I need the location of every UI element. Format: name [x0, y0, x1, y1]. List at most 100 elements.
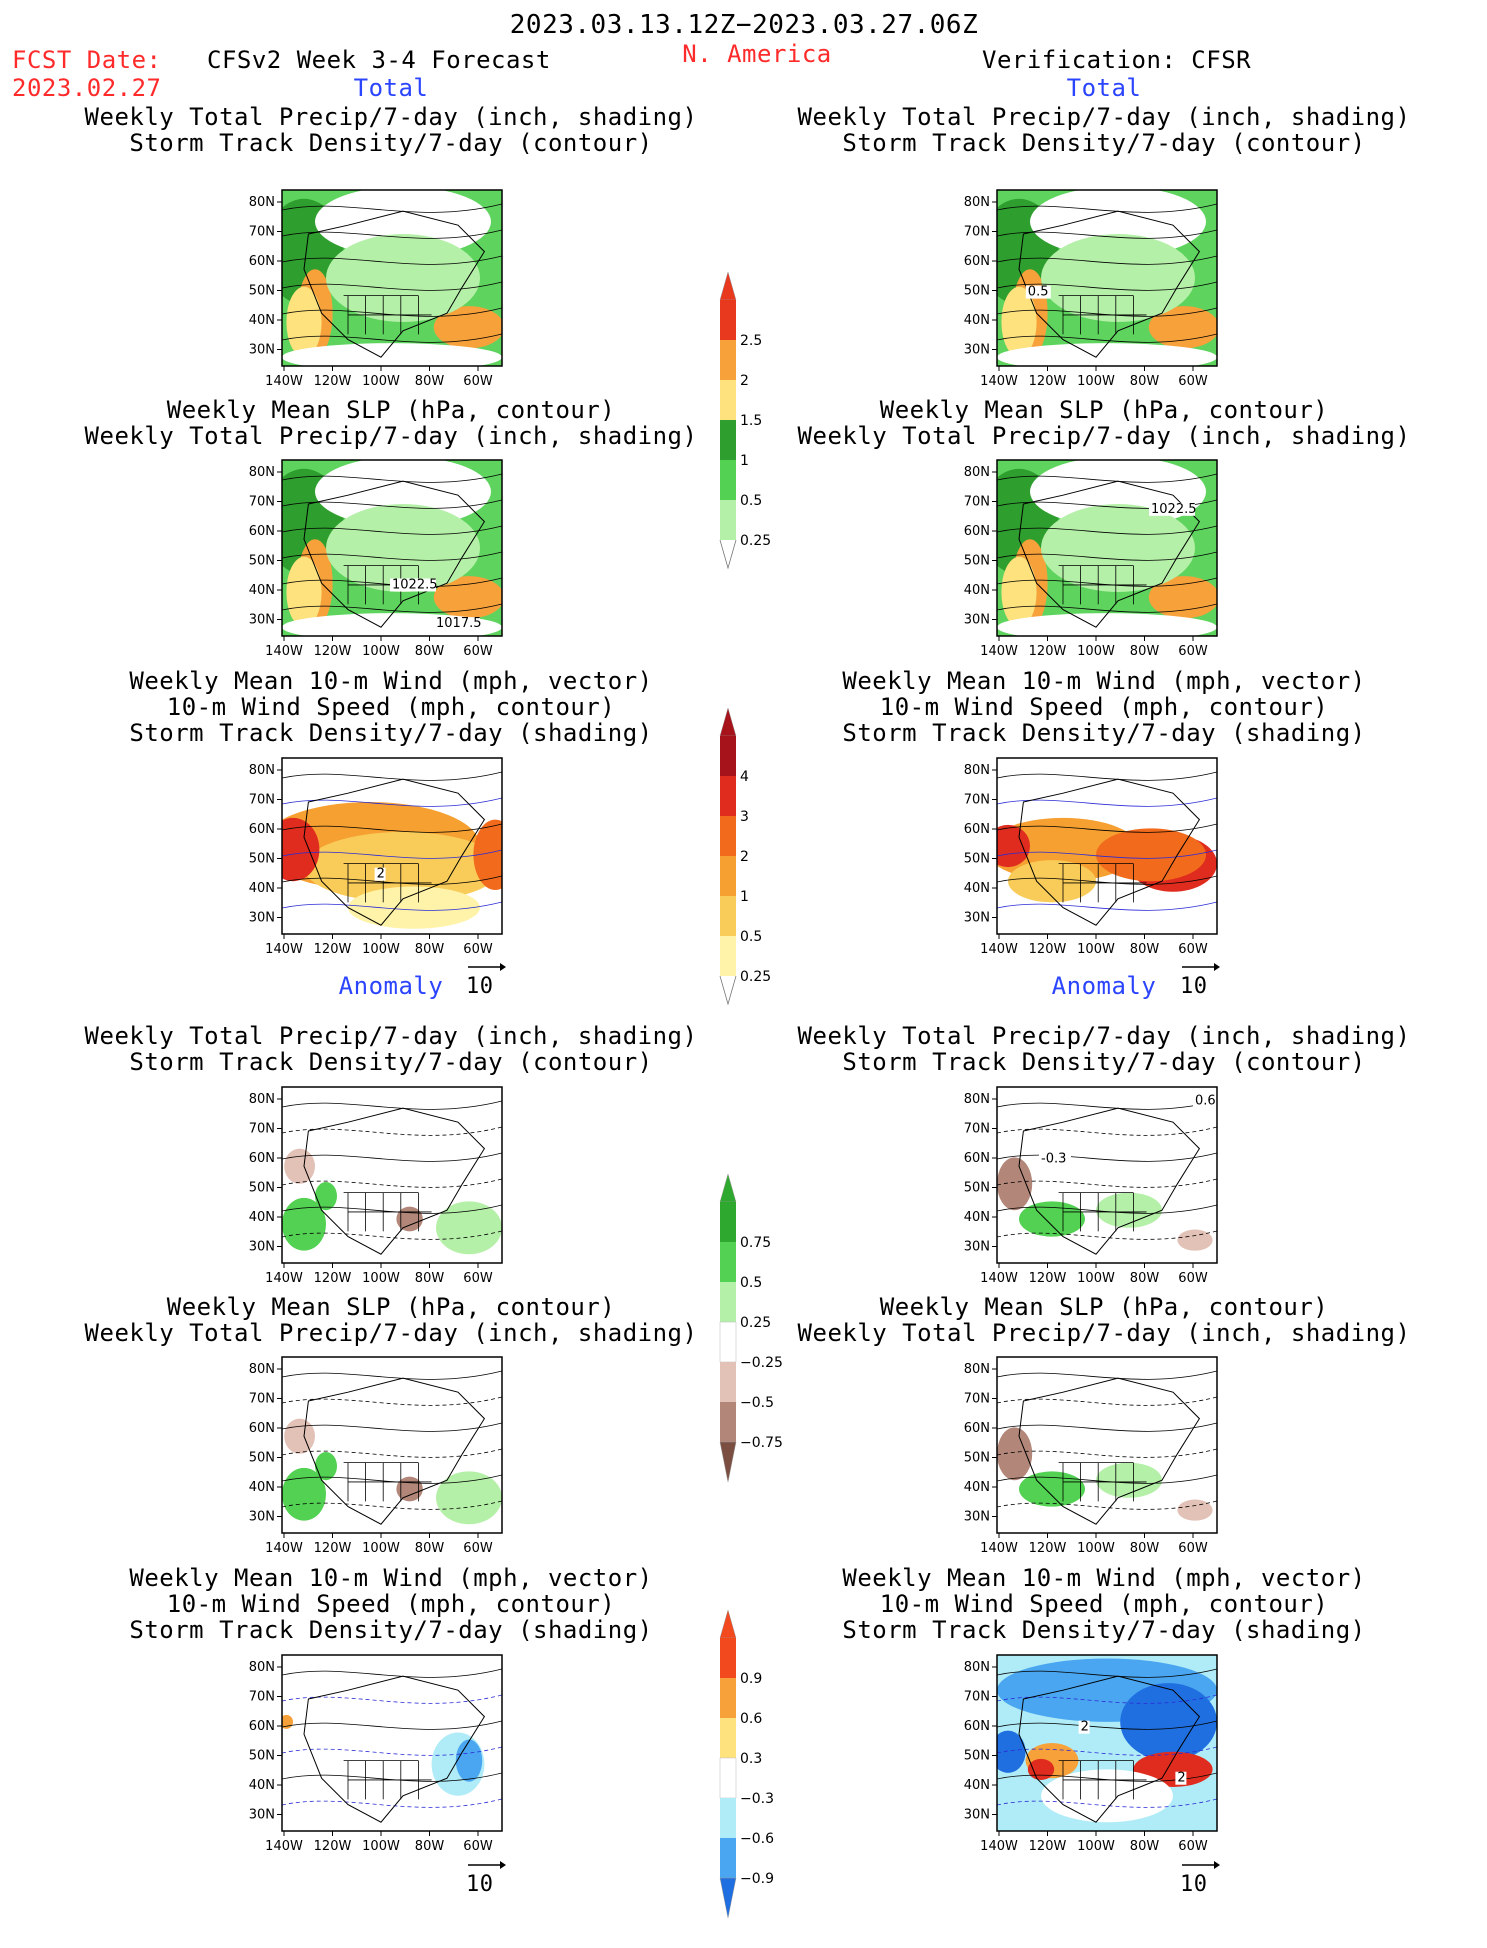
colorbar-swatch [720, 1282, 736, 1322]
lat-tick-label: 50N [249, 284, 275, 299]
shading-region [326, 234, 480, 322]
lon-tick-label: 120W [1029, 1271, 1067, 1286]
shading-region [1019, 1201, 1085, 1237]
colorbar-label: 0.5 [740, 493, 762, 509]
colorbar-swatch [720, 420, 736, 460]
map-panel-wind-total-fcst: 2 80N 70N 60N 50N 40N 30N 140W 120W 100W 80W 60W [249, 757, 503, 957]
contour-label: 0.5 [1028, 285, 1049, 300]
shading-region [282, 1197, 326, 1251]
lat-tick-label: 50N [249, 1451, 275, 1466]
lon-tick-label: 60W [463, 942, 493, 957]
lat-tick-label: 30N [249, 911, 275, 926]
lon-tick-label: 60W [1178, 644, 1208, 659]
lat-tick-label: 70N [964, 1690, 990, 1705]
lon-tick-label: 140W [265, 1271, 303, 1286]
shading-region [1177, 1499, 1213, 1521]
lon-tick-label: 60W [1178, 1839, 1208, 1854]
panel-title-wind-anom-cfsr: Weekly Mean 10-m Wind (mph, vector) 10-m … [842, 1564, 1366, 1644]
lon-tick-label: 140W [265, 942, 303, 957]
shading-region [284, 1148, 315, 1184]
colorbar-swatch [719, 1321, 737, 1363]
lat-tick-label: 50N [249, 554, 275, 569]
shading-region [1030, 190, 1206, 257]
colorbar-swatch [719, 1877, 737, 1919]
vector-reference-fcst-total: 10 [466, 960, 506, 999]
lat-tick-label: 80N [964, 1660, 990, 1675]
lon-tick-label: 140W [980, 374, 1018, 389]
lat-tick-label: 80N [964, 763, 990, 778]
lon-tick-label: 80W [415, 1839, 445, 1854]
lat-tick-label: 70N [249, 1392, 275, 1407]
lon-tick-label: 100W [1077, 374, 1115, 389]
colorbar-label: −0.25 [740, 1355, 783, 1371]
section-total-right: Total [1066, 74, 1142, 102]
shading-region [436, 1201, 502, 1255]
lon-tick-label: 60W [1178, 1541, 1208, 1556]
lat-tick-label: 60N [249, 1421, 275, 1436]
lon-tick-label: 120W [314, 1839, 352, 1854]
lat-tick-label: 50N [249, 852, 275, 867]
lat-tick-label: 30N [964, 1240, 990, 1255]
lat-tick-label: 30N [964, 1510, 990, 1525]
shading-region [1001, 286, 1037, 358]
map-panel-wind-anom-fcst: 80N 70N 60N 50N 40N 30N 140W 120W 100W 80W 60W [249, 1654, 503, 1854]
map-panel-slp-total-cfsr: 1022.5 80N 70N 60N 50N 40N 30N 140W 120W 100W 80W 6… [964, 459, 1218, 659]
colorbar-swatch [720, 896, 736, 936]
lon-tick-label: 120W [314, 1541, 352, 1556]
lat-tick-label: 40N [964, 1778, 990, 1793]
lat-tick-label: 50N [964, 1451, 990, 1466]
lon-tick-label: 80W [415, 374, 445, 389]
lat-tick-label: 40N [964, 313, 990, 328]
lon-tick-label: 140W [980, 1541, 1018, 1556]
shading-region [315, 190, 491, 257]
colorbar-label: −0.3 [740, 1791, 774, 1807]
lat-tick-label: 30N [249, 1510, 275, 1525]
region-title: N. America [682, 40, 832, 68]
colorbar-label: 4 [740, 769, 749, 785]
panel-title-precip-anom-cfsr: Weekly Total Precip/7-day (inch, shading… [797, 1022, 1411, 1076]
colorbar-label: −0.9 [740, 1871, 774, 1887]
lon-tick-label: 100W [362, 942, 400, 957]
colorbar-swatch [720, 1718, 736, 1758]
lat-tick-label: 60N [249, 524, 275, 539]
date-range-title: 2023.03.13.12Z−2023.03.27.06Z [509, 10, 979, 40]
lat-tick-label: 40N [249, 583, 275, 598]
lat-tick-label: 30N [964, 911, 990, 926]
lon-tick-label: 100W [362, 644, 400, 659]
colorbar-swatch [720, 1798, 736, 1838]
shading-region [315, 1182, 337, 1211]
panel-title-precip-total-cfsr: Weekly Total Precip/7-day (inch, shading… [797, 103, 1411, 157]
colorbar-swatch [720, 1638, 736, 1678]
shading-region [282, 1467, 326, 1521]
lat-tick-label: 80N [964, 465, 990, 480]
shading-region [997, 824, 1030, 868]
colorbar-precip-anom: 0.75 0.5 0.25 −0.25 −0.5 −0.75 [719, 1173, 783, 1483]
shading-region [997, 613, 1217, 636]
map-panel-wind-total-cfsr: 80N 70N 60N 50N 40N 30N 140W 120W 100W 80W 60W [964, 757, 1218, 957]
lon-tick-label: 80W [1130, 942, 1160, 957]
lat-tick-label: 30N [249, 613, 275, 628]
panel-title-slp-anom-fcst: Weekly Mean SLP (hPa, contour) Weekly Tot… [84, 1293, 698, 1347]
lat-tick-label: 50N [964, 554, 990, 569]
lon-tick-label: 140W [265, 374, 303, 389]
lon-tick-label: 60W [463, 1839, 493, 1854]
shading-region [1041, 234, 1195, 322]
panel-title-wind-total-fcst: Weekly Mean 10-m Wind (mph, vector) 10-m … [129, 667, 653, 747]
colorbar-precip-total: 2.5 2 1.5 1 0.5 0.25 [719, 271, 771, 570]
colorbar-swatch [719, 1757, 737, 1799]
colorbar-swatch [720, 936, 736, 976]
lat-tick-label: 50N [964, 284, 990, 299]
colorbar-label: 0.25 [740, 1315, 771, 1331]
colorbar-storm-anom: 0.9 0.6 0.3 −0.3 −0.6 −0.9 [719, 1609, 774, 1919]
colorbar-label: 0.9 [740, 1671, 762, 1687]
colorbar-swatch [720, 1202, 736, 1242]
panel-title-wind-total-cfsr: Weekly Mean 10-m Wind (mph, vector) 10-m … [842, 667, 1366, 747]
section-total-left: Total [353, 74, 429, 102]
map-panel-slp-anom-fcst: 80N 70N 60N 50N 40N 30N 140W 120W 100W 80W 60W [249, 1356, 503, 1556]
shading-region [315, 460, 491, 527]
lon-tick-label: 100W [362, 1271, 400, 1286]
shading-region [1096, 828, 1206, 882]
lat-tick-label: 80N [249, 1362, 275, 1377]
verification-title: Verification: CFSR [982, 46, 1252, 74]
colorbar-swatch [720, 460, 736, 500]
